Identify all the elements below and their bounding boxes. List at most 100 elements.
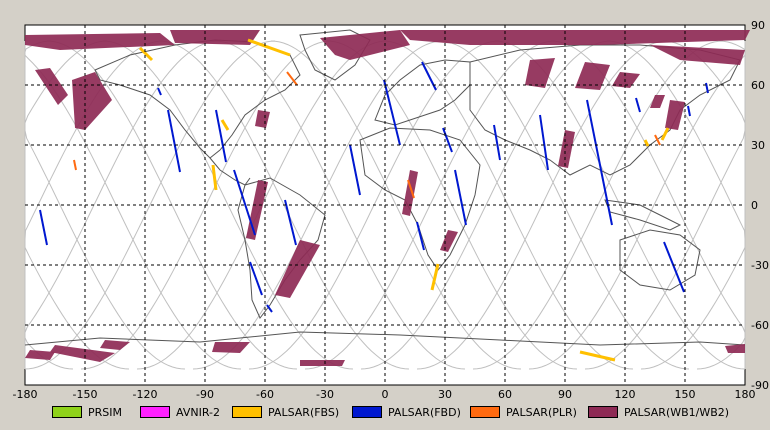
wb-swath (575, 62, 610, 90)
fbd-swath (157, 87, 162, 96)
wb-swath (170, 30, 260, 45)
fbd-swath (266, 304, 273, 313)
palsar-fbd-swaths (39, 61, 709, 313)
legend-item-palsar-wb: PALSAR(WB1/WB2) (588, 404, 729, 420)
fbd-swath (215, 109, 227, 163)
orbit-track (270, 40, 522, 370)
fbd-swath (442, 127, 453, 153)
palsar-plr-swaths (73, 71, 661, 199)
x-tick-label: -150 (73, 388, 98, 401)
fbd-swath (39, 209, 48, 246)
x-tick-label: -180 (13, 388, 38, 401)
fbs-swath (247, 38, 291, 57)
x-tick-label: 120 (615, 388, 636, 401)
se-asia-islands (604, 199, 682, 231)
legend-item-palsar-fbd: PALSAR(FBD) (352, 404, 461, 420)
wb-swath (525, 58, 555, 88)
fbd-swath (539, 114, 549, 171)
greenland (299, 29, 371, 81)
legend-item-avnir2: AVNIR-2 (140, 404, 220, 420)
fbd-swath (233, 169, 256, 236)
x-tick-label: -60 (256, 388, 274, 401)
fbs-swath (660, 127, 670, 141)
wb-swath (300, 360, 345, 366)
fbs-swath (579, 350, 616, 362)
legend-label: PALSAR(WB1/WB2) (624, 405, 730, 419)
y-tick-labels: 90 60 30 0 -30 -60 -90 (751, 19, 769, 392)
y-tick-label: -90 (751, 379, 769, 392)
legend-label: PALSAR(FBD) (388, 405, 461, 419)
wb-swath (558, 130, 575, 168)
legend-swatch (352, 406, 382, 418)
fbs-swath (220, 119, 230, 131)
wb-swath (725, 344, 745, 353)
fbd-swath (635, 97, 641, 113)
wb-swath (100, 340, 130, 350)
x-tick-label: -90 (196, 388, 214, 401)
fbd-swath (349, 144, 361, 196)
wb-swath (50, 345, 115, 362)
x-tick-label: 0 (382, 388, 389, 401)
wb-swath (650, 95, 665, 108)
fbs-swath (430, 263, 440, 291)
legend-item-palsar-plr: PALSAR(PLR) (470, 404, 577, 420)
fbs-swath (211, 164, 218, 191)
fbd-swath (167, 109, 181, 173)
palsar-fbs-swaths (138, 38, 670, 362)
x-tick-label: -30 (316, 388, 334, 401)
fbd-swath (454, 169, 467, 226)
wb-swath (212, 342, 250, 353)
y-tick-label: -60 (751, 319, 769, 332)
central-america (209, 157, 251, 186)
wb-swath (35, 68, 68, 105)
fbd-swath (249, 261, 263, 296)
fbd-swath (663, 241, 685, 293)
fbd-swath (493, 124, 501, 161)
fbd-swath (416, 221, 425, 251)
legend-swatch (470, 406, 500, 418)
legend-item-palsar-fbs: PALSAR(FBS) (232, 404, 339, 420)
fbd-swath (705, 82, 709, 94)
y-tick-label: 90 (751, 19, 765, 32)
plr-swath (654, 134, 661, 146)
fbd-swath (284, 199, 297, 246)
legend-label: AVNIR-2 (176, 405, 220, 419)
wb-swath (72, 72, 112, 130)
x-tick-label: 180 (735, 388, 756, 401)
wb-swath (650, 45, 745, 65)
africa (359, 127, 481, 271)
y-tick-label: 30 (751, 139, 765, 152)
orbit-track (640, 95, 746, 370)
wb-swath (255, 110, 270, 128)
legend-label: PALSAR(FBS) (268, 405, 340, 419)
legend-swatch (52, 406, 82, 418)
plr-swath (73, 159, 77, 171)
legend-swatch (232, 406, 262, 418)
fbs-swath (138, 46, 154, 62)
x-tick-label: 30 (438, 388, 452, 401)
fbd-swath (586, 99, 613, 226)
wb-swath (25, 350, 55, 360)
wb-swath (400, 30, 750, 45)
legend-label: PALSAR(PLR) (506, 405, 577, 419)
y-tick-label: 60 (751, 79, 765, 92)
orbit-track (360, 40, 612, 370)
wb-swath (612, 72, 640, 88)
wb-swath (320, 30, 410, 60)
legend-item-prsim: PRSIM (52, 404, 122, 420)
australia (619, 229, 701, 291)
wb-swath (665, 100, 685, 130)
antarctica (24, 331, 746, 346)
legend-swatch (588, 406, 618, 418)
legend: PRSIM AVNIR-2 PALSAR(FBS) PALSAR(FBD) PA… (0, 400, 770, 426)
fbd-swath (687, 105, 691, 117)
plr-swath (407, 179, 415, 199)
wb-swath (275, 240, 320, 298)
orbit-track (438, 40, 690, 370)
x-tick-labels: -180 -150 -120 -90 -60 -30 0 30 60 90 120 150 180 (13, 388, 756, 401)
legend-label: PRSIM (88, 405, 122, 419)
fbd-swath (383, 79, 401, 146)
y-tick-label: 0 (751, 199, 758, 212)
plr-swath (286, 71, 298, 86)
